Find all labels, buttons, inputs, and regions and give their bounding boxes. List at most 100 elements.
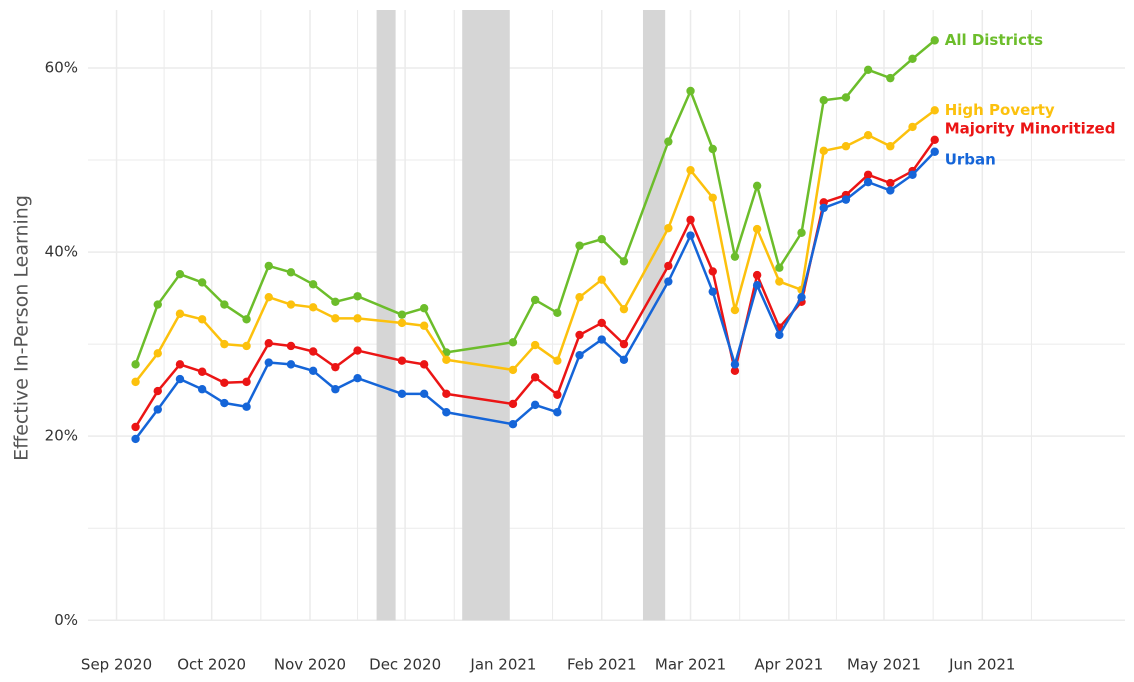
point xyxy=(730,305,740,315)
point xyxy=(708,267,717,276)
point xyxy=(286,360,296,369)
point xyxy=(153,300,162,309)
point xyxy=(131,422,140,432)
point xyxy=(397,318,407,328)
point xyxy=(264,358,273,367)
point xyxy=(530,400,540,410)
point xyxy=(308,347,318,356)
series-label: High Poverty xyxy=(945,101,1055,119)
point xyxy=(908,54,917,63)
point xyxy=(819,203,828,213)
series-label: Majority Minoritized xyxy=(945,119,1116,137)
point xyxy=(930,106,939,115)
point xyxy=(797,228,806,237)
point xyxy=(775,263,784,272)
x-tick-label: Jun 2021 xyxy=(948,656,1015,674)
point xyxy=(930,135,939,144)
point xyxy=(553,390,562,399)
point xyxy=(686,231,695,240)
point xyxy=(197,315,207,324)
point xyxy=(308,280,318,289)
point xyxy=(886,73,895,83)
x-tick-label: Sep 2020 xyxy=(81,656,152,674)
point xyxy=(863,170,873,179)
point xyxy=(819,146,828,156)
point xyxy=(264,261,273,271)
point xyxy=(664,261,673,271)
point xyxy=(419,321,429,330)
point xyxy=(619,304,629,314)
point xyxy=(686,165,695,175)
point xyxy=(819,96,828,105)
shaded-period xyxy=(642,10,666,621)
point xyxy=(353,373,362,383)
point xyxy=(286,341,296,351)
point xyxy=(397,356,407,365)
series-line xyxy=(134,139,936,428)
point xyxy=(508,399,518,409)
point xyxy=(197,367,207,376)
point xyxy=(397,389,407,399)
point xyxy=(908,170,917,179)
point xyxy=(664,137,673,146)
point xyxy=(619,339,629,349)
point xyxy=(841,142,851,151)
point xyxy=(730,366,740,376)
point xyxy=(131,434,140,444)
point xyxy=(353,346,362,355)
point xyxy=(131,360,140,369)
point xyxy=(508,365,518,375)
point xyxy=(708,287,717,296)
point xyxy=(220,339,229,349)
point xyxy=(331,297,340,306)
point xyxy=(419,389,429,399)
point xyxy=(708,193,717,202)
series-label: Urban xyxy=(945,150,996,168)
point xyxy=(530,340,540,350)
point xyxy=(597,234,606,244)
point xyxy=(397,310,407,319)
point xyxy=(886,178,895,188)
point xyxy=(553,356,562,365)
point xyxy=(175,269,185,279)
point xyxy=(752,181,762,191)
point xyxy=(242,377,251,387)
point xyxy=(575,350,584,360)
point xyxy=(597,275,606,284)
point xyxy=(863,65,873,75)
point xyxy=(175,309,185,318)
x-tick-label: Mar 2021 xyxy=(655,656,726,674)
point xyxy=(575,330,584,340)
point xyxy=(442,408,451,417)
point xyxy=(930,147,939,156)
point xyxy=(619,257,629,266)
x-tick-label: Oct 2020 xyxy=(177,656,246,674)
point xyxy=(686,215,695,225)
y-tick-label: 0% xyxy=(54,611,78,629)
point xyxy=(286,300,296,309)
point xyxy=(353,292,362,301)
x-tick-label: Dec 2020 xyxy=(369,656,441,674)
point xyxy=(331,385,340,394)
point xyxy=(730,360,740,369)
point xyxy=(575,241,584,250)
point xyxy=(131,377,140,387)
point xyxy=(308,303,318,312)
point xyxy=(863,130,873,140)
y-axis-label: Effective In-Person Learning xyxy=(11,195,33,461)
x-tick-label: May 2021 xyxy=(847,656,921,674)
x-tick-label: Apr 2021 xyxy=(754,656,823,674)
point xyxy=(508,420,518,429)
point xyxy=(242,315,251,324)
point xyxy=(220,300,229,309)
point xyxy=(752,270,762,280)
point xyxy=(775,330,784,340)
point xyxy=(442,389,451,399)
point xyxy=(597,318,606,328)
point xyxy=(153,405,162,414)
x-tick-label: Jan 2021 xyxy=(469,656,536,674)
point xyxy=(797,292,806,302)
point xyxy=(530,373,540,382)
point xyxy=(442,355,451,364)
